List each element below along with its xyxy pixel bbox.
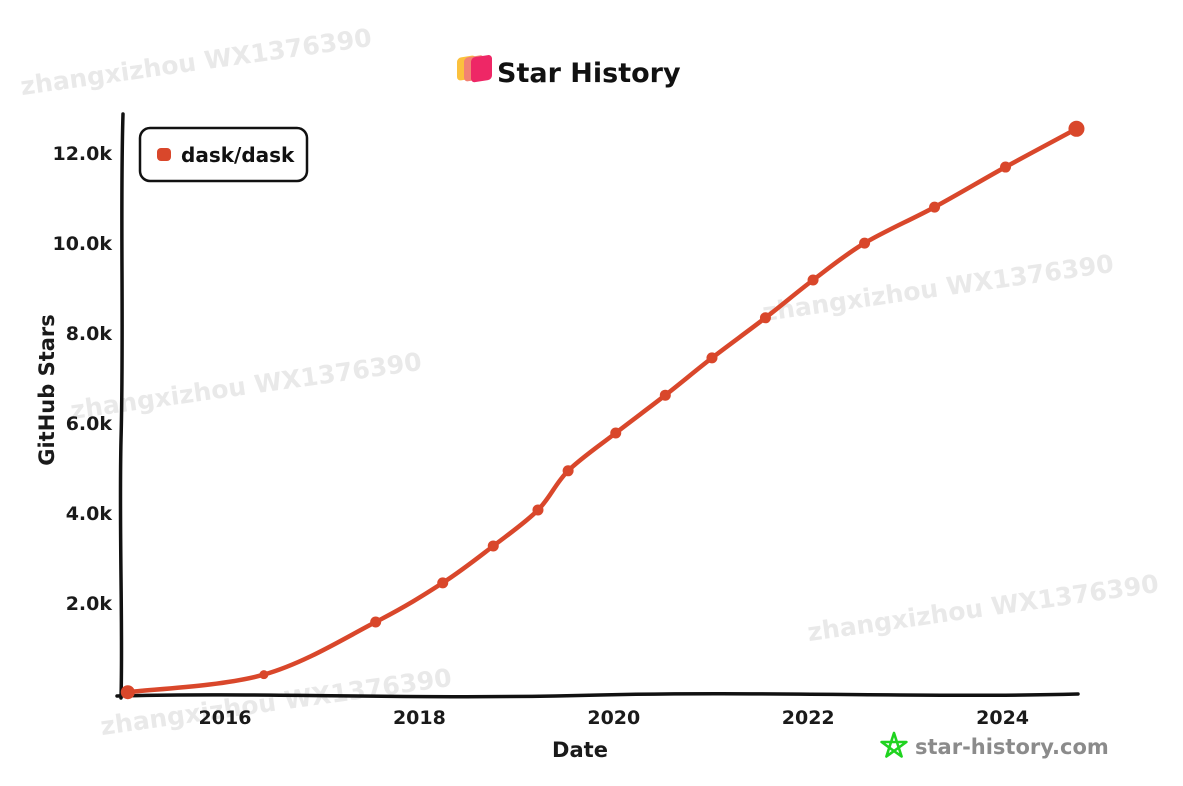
data-point [706,352,718,364]
data-point [610,427,622,439]
x-tick-label: 2020 [587,707,640,729]
data-point [659,389,671,401]
legend-box [138,126,309,183]
x-tick-label: 2016 [199,707,252,729]
y-axis-title: GitHub Stars [35,314,59,466]
footer-branding: star-history.com [880,731,1109,759]
star-icon [880,731,908,758]
legend-marker-icon [157,148,171,161]
legend: dask/dask [138,126,309,183]
data-point [759,312,771,324]
watermark-text: zhangxizhou WX1376390 [806,569,1161,647]
data-point [437,577,449,589]
watermark-text: zhangxizhou WX1376390 [19,23,374,101]
x-tick-label: 2022 [782,707,835,729]
data-point [120,685,135,700]
data-point [807,274,819,286]
x-axis-title: Date [552,738,608,762]
y-tick-label: 6.0k [66,413,113,435]
data-point [487,540,499,552]
data-point [859,237,871,249]
watermark-text: zhangxizhou WX1376390 [99,663,454,741]
data-point [929,201,941,213]
chart-title-text: Star History [497,58,681,89]
watermark-text: zhangxizhou WX1376390 [761,249,1116,327]
series-dask-dask [120,120,1085,700]
y-tick-label: 10.0k [52,233,112,255]
data-point [1068,120,1085,137]
logo-page [471,55,492,83]
x-tick-label: 2024 [976,707,1029,729]
y-tick-label: 12.0k [52,143,112,165]
x-axis-ticks: 2016 2018 2020 2022 2024 [199,707,1029,729]
y-axis-ticks: 2.0k 4.0k 6.0k 8.0k 10.0k 12.0k [52,143,112,615]
data-point [532,504,544,516]
data-point [562,465,574,477]
x-tick-label: 2018 [393,707,446,729]
chart-title: Star History [457,55,681,89]
y-tick-label: 2.0k [66,593,113,615]
data-point [370,616,382,628]
y-axis-line [118,112,125,700]
x-axis-line [115,691,1080,699]
data-point [1000,161,1012,173]
star-history-logo-icon [457,55,492,83]
data-point [259,670,269,680]
site-label: star-history.com [915,735,1109,759]
legend-label: dask/dask [181,143,295,167]
y-tick-label: 4.0k [66,503,113,525]
y-tick-label: 8.0k [66,323,113,345]
